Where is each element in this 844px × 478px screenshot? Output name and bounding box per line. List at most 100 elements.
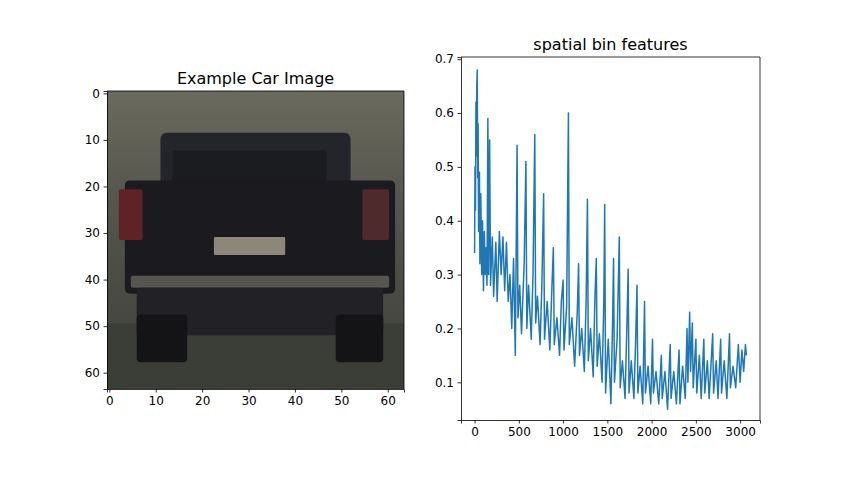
spine-top xyxy=(461,57,760,58)
x-tick: 3000 xyxy=(725,420,756,439)
x-tick-label: 3000 xyxy=(725,425,756,439)
y-axis-line xyxy=(458,58,462,421)
chart-panel: 0 10 20 30 40 50 60 0 10 20 30 40 50 60 Example Car Im… xyxy=(85,69,405,408)
car-body xyxy=(125,180,395,293)
y-tick: 0.5 xyxy=(435,160,461,174)
y-tick-label: 0.7 xyxy=(435,52,454,66)
y-tick-mark xyxy=(458,275,462,276)
x-tick: 30 xyxy=(241,389,256,408)
x-tick-mark xyxy=(740,420,741,424)
x-axis: 0 10 20 30 40 50 60 xyxy=(106,389,405,408)
y-tick: 0.4 xyxy=(435,214,461,228)
y-tick: 40 xyxy=(85,273,107,287)
y-tick-label: 30 xyxy=(85,226,100,240)
y-tick-label: 0 xyxy=(92,87,100,101)
x-tick: 0 xyxy=(106,389,114,408)
y-tick-mark xyxy=(104,233,108,234)
y-tick-label: 0.6 xyxy=(435,106,454,120)
x-tick-label: 1000 xyxy=(548,425,579,439)
y-tick: 30 xyxy=(85,226,107,240)
x-tick: 500 xyxy=(508,420,531,439)
x-tick-mark xyxy=(652,420,653,424)
wheel-right xyxy=(336,315,384,363)
x-tick-mark xyxy=(696,420,697,424)
x-axis-line xyxy=(108,390,405,393)
x-tick-mark xyxy=(156,389,157,393)
y-tick-label: 0.2 xyxy=(435,322,454,336)
x-tick-label: 2500 xyxy=(681,425,712,439)
x-tick-mark xyxy=(109,389,110,393)
data-line xyxy=(475,70,747,409)
x-axis: 0 500 1000 1500 2000 2500 3000 xyxy=(462,420,761,439)
plot-area xyxy=(107,91,404,389)
y-tick-label: 50 xyxy=(85,319,100,333)
x-tick-mark xyxy=(563,420,564,424)
x-tick: 40 xyxy=(288,389,303,408)
license-plate xyxy=(214,237,285,255)
y-tick-mark xyxy=(104,186,108,187)
spine-right xyxy=(760,57,761,420)
x-axis-line xyxy=(462,421,761,424)
x-tick: 1000 xyxy=(548,420,579,439)
y-tick-label: 10 xyxy=(85,133,100,147)
y-tick: 0.6 xyxy=(435,106,461,120)
x-tick: 10 xyxy=(149,389,164,408)
x-tick-label: 0 xyxy=(106,394,114,408)
x-tick-label: 500 xyxy=(508,425,531,439)
x-tick: 2000 xyxy=(637,420,668,439)
spine-right xyxy=(404,91,405,389)
x-tick: 50 xyxy=(334,389,349,408)
x-tick-label: 0 xyxy=(471,425,479,439)
y-tick-label: 20 xyxy=(85,180,100,194)
x-tick-mark xyxy=(202,389,203,393)
y-tick: 20 xyxy=(85,180,107,194)
y-tick: 0.7 xyxy=(435,52,461,66)
y-axis: 0.1 0.2 0.3 0.4 0.5 0.6 0.7 xyxy=(435,52,462,420)
x-tick-mark xyxy=(388,389,389,393)
x-tick-label: 1500 xyxy=(593,425,624,439)
y-tick: 0 xyxy=(92,87,107,101)
y-tick: 0.2 xyxy=(435,322,461,336)
plot-area xyxy=(475,70,747,409)
y-tick-mark xyxy=(104,93,108,94)
x-tick-label: 20 xyxy=(195,394,210,408)
y-tick-mark xyxy=(104,373,108,374)
x-tick-label: 60 xyxy=(381,394,396,408)
y-tick-label: 0.1 xyxy=(435,376,454,390)
x-tick-mark xyxy=(295,389,296,393)
x-tick-label: 10 xyxy=(149,394,164,408)
y-tick: 10 xyxy=(85,133,107,147)
x-tick-label: 30 xyxy=(241,394,256,408)
wheel-left xyxy=(137,315,187,363)
tail-light-right xyxy=(362,189,389,240)
y-tick: 0.3 xyxy=(435,268,461,282)
y-tick-mark xyxy=(458,167,462,168)
spine-top xyxy=(107,91,404,92)
y-tick-mark xyxy=(458,59,462,60)
x-tick: 20 xyxy=(195,389,210,408)
y-tick-mark xyxy=(458,113,462,114)
bumper xyxy=(131,276,389,288)
x-tick-label: 40 xyxy=(288,394,303,408)
x-tick-label: 2000 xyxy=(637,425,668,439)
y-tick-label: 60 xyxy=(85,366,100,380)
y-tick-label: 40 xyxy=(85,273,100,287)
chart-panel: 0500100015002000250030000.10.20.30.40.50… xyxy=(435,35,761,439)
y-tick: 50 xyxy=(85,319,107,333)
y-tick-label: 0.5 xyxy=(435,160,454,174)
y-tick-mark xyxy=(104,140,108,141)
y-tick: 0.1 xyxy=(435,376,461,390)
figure: 0 10 20 30 40 50 60 0 10 20 30 40 50 60 Example Car Im… xyxy=(0,0,844,478)
chart-title: Example Car Image xyxy=(177,69,334,88)
tail-light-left xyxy=(119,189,143,240)
y-tick-label: 0.4 xyxy=(435,214,454,228)
y-tick-mark xyxy=(458,328,462,329)
x-tick-mark xyxy=(341,389,342,393)
x-tick: 2500 xyxy=(681,420,712,439)
y-tick: 60 xyxy=(85,366,107,380)
y-tick-mark xyxy=(458,221,462,222)
x-tick: 0 xyxy=(471,420,479,439)
x-tick-mark xyxy=(249,389,250,393)
image-background xyxy=(107,91,404,389)
chart-title: spatial bin features xyxy=(533,35,687,54)
